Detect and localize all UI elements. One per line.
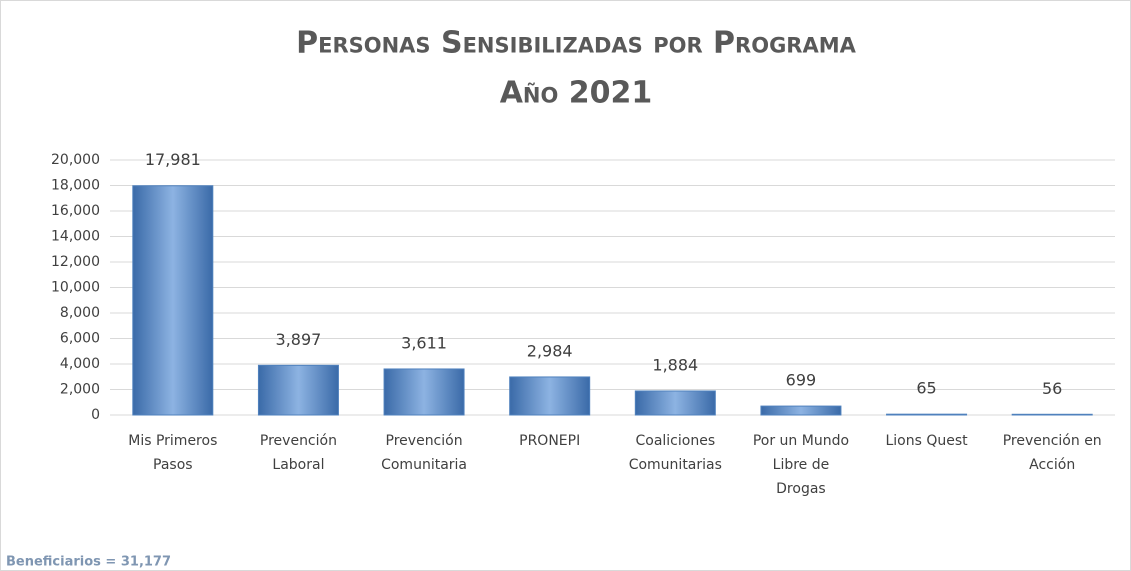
- y-tick-label: 0: [91, 407, 100, 423]
- bar: [886, 413, 968, 416]
- value-label: 2,984: [527, 341, 573, 360]
- y-tick-label: 8,000: [60, 305, 100, 321]
- x-tick-label: Por un Mundo: [753, 433, 849, 449]
- value-label: 56: [1042, 379, 1062, 398]
- x-tick-label: Laboral: [272, 457, 324, 473]
- x-tick-label: PRONEPI: [519, 433, 580, 449]
- bar: [383, 368, 465, 416]
- x-tick-label: Comunitarias: [629, 457, 722, 473]
- x-tick-label: Prevención en: [1003, 433, 1102, 449]
- x-tick-label: Libre de: [773, 457, 830, 473]
- bar: [509, 376, 591, 416]
- x-tick-label: Mis Primeros: [128, 433, 217, 449]
- x-tick-label: Pasos: [153, 457, 193, 473]
- x-tick-label: Prevención: [386, 433, 463, 449]
- y-tick-label: 18,000: [51, 178, 100, 194]
- bar: [760, 405, 842, 416]
- y-tick-label: 6,000: [60, 331, 100, 347]
- value-label: 3,897: [276, 330, 322, 349]
- value-label: 65: [916, 379, 936, 398]
- x-tick-label: Drogas: [776, 481, 826, 497]
- x-tick-label: Coaliciones: [635, 433, 715, 449]
- bar: [1011, 413, 1093, 416]
- bar: [634, 390, 716, 416]
- y-tick-label: 14,000: [51, 229, 100, 245]
- value-label: 17,981: [145, 150, 201, 169]
- y-tick-label: 16,000: [51, 203, 100, 219]
- bar: [132, 185, 214, 416]
- y-tick-label: 2,000: [60, 382, 100, 398]
- y-tick-label: 10,000: [51, 280, 100, 296]
- y-tick-label: 4,000: [60, 356, 100, 372]
- value-label: 3,611: [401, 333, 447, 352]
- chart-title: Personas Sensibilizadas por Programa: [296, 26, 857, 61]
- x-tick-label: Lions Quest: [885, 433, 968, 449]
- value-label: 1,884: [652, 355, 698, 374]
- chart-subtitle: Año 2021: [500, 76, 653, 111]
- bar: [257, 364, 339, 416]
- y-tick-label: 12,000: [51, 254, 100, 270]
- y-tick-label: 20,000: [51, 152, 100, 168]
- note: Beneficiarios = 31,177: [6, 555, 171, 570]
- x-tick-label: Comunitaria: [381, 457, 467, 473]
- x-tick-label: Prevención: [260, 433, 337, 449]
- value-label: 699: [786, 371, 817, 390]
- x-tick-label: Acción: [1029, 457, 1075, 473]
